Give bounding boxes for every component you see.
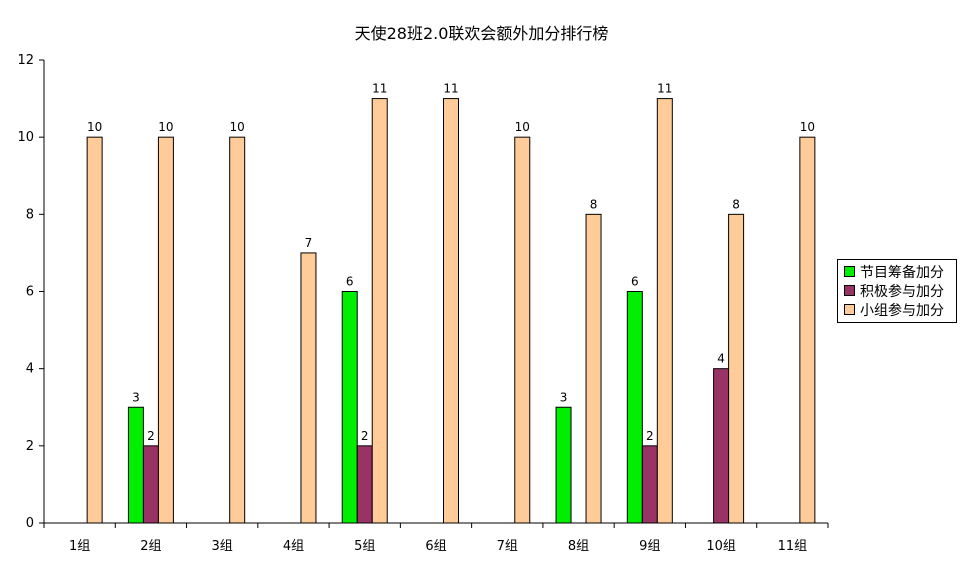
bar: [555, 406, 572, 524]
legend-label: 积极参与加分: [860, 283, 944, 300]
x-tick-label: 4组: [283, 539, 304, 554]
data-labels: 10 3 2 10 10 7 6 2 11 11 10 3 8 6 2 11 4 8 10: [87, 82, 815, 443]
x-tick-label: 1组: [69, 539, 90, 554]
data-label: 6: [631, 275, 639, 289]
legend-swatch: [844, 266, 855, 277]
data-label: 4: [717, 352, 725, 366]
y-tick-label: 4: [26, 362, 34, 377]
chart-axes: 0 2 4 6 8 10 12 1组 2组 3组 4组 5组 6组 7组 8组 9组 10组 11组: [17, 53, 829, 554]
data-label: 6: [346, 275, 354, 289]
legend-swatch: [844, 285, 855, 296]
data-label: 11: [443, 82, 458, 96]
legend-item: 节目筹备加分: [844, 262, 952, 281]
bar: [656, 98, 673, 524]
legend-item: 小组参与加分: [844, 300, 952, 319]
y-tick-label: 12: [17, 53, 34, 68]
bar: [641, 445, 658, 524]
x-tick-label: 7组: [497, 539, 518, 554]
x-tick-label: 9组: [639, 539, 660, 554]
data-label: 11: [372, 82, 387, 96]
bar: [127, 406, 144, 524]
data-label: 10: [87, 120, 102, 134]
data-label: 8: [590, 197, 598, 211]
data-label: 8: [732, 197, 740, 211]
x-tick-label: 10组: [706, 539, 736, 554]
legend-swatch: [844, 304, 855, 315]
bar: [157, 136, 174, 524]
bar: [86, 136, 103, 524]
x-tick-label: 6组: [425, 539, 446, 554]
legend-label: 节目筹备加分: [860, 264, 944, 281]
x-tick-label: 5组: [354, 539, 375, 554]
bar: [300, 252, 317, 524]
bar: [514, 136, 531, 524]
legend-item: 积极参与加分: [844, 281, 952, 300]
bar: [713, 368, 730, 524]
chart-legend: 节目筹备加分 积极参与加分 小组参与加分: [837, 259, 957, 323]
y-tick-label: 2: [26, 439, 34, 454]
y-tick-label: 0: [26, 516, 34, 531]
bar: [229, 136, 246, 524]
data-label: 7: [305, 236, 313, 250]
bar: [341, 291, 358, 524]
data-label: 3: [132, 390, 140, 404]
chart-bars: [86, 98, 816, 524]
bar: [356, 445, 373, 524]
data-label: 10: [515, 120, 530, 134]
y-tick-label: 6: [26, 285, 34, 300]
x-tick-label: 3组: [212, 539, 233, 554]
bar: [728, 213, 745, 524]
data-label: 10: [158, 120, 173, 134]
data-label: 2: [361, 429, 369, 443]
chart-title: 天使28班2.0联欢会额外加分排行榜: [354, 24, 609, 43]
x-tick-label: 2组: [140, 539, 161, 554]
bar: [371, 98, 388, 524]
x-tick-label: 11组: [778, 539, 808, 554]
x-tick-label: 8组: [568, 539, 589, 554]
bar: [142, 445, 159, 524]
data-label: 10: [230, 120, 245, 134]
legend-label: 小组参与加分: [860, 302, 944, 319]
data-label: 2: [147, 429, 155, 443]
data-label: 2: [646, 429, 654, 443]
y-tick-label: 8: [26, 207, 34, 222]
bar: [799, 136, 816, 524]
bar: [443, 98, 459, 524]
y-tick-label: 10: [17, 130, 34, 145]
data-label: 10: [800, 120, 815, 134]
bar: [585, 213, 602, 524]
data-label: 3: [560, 390, 568, 404]
data-label: 11: [657, 82, 672, 96]
bar: [626, 291, 643, 524]
